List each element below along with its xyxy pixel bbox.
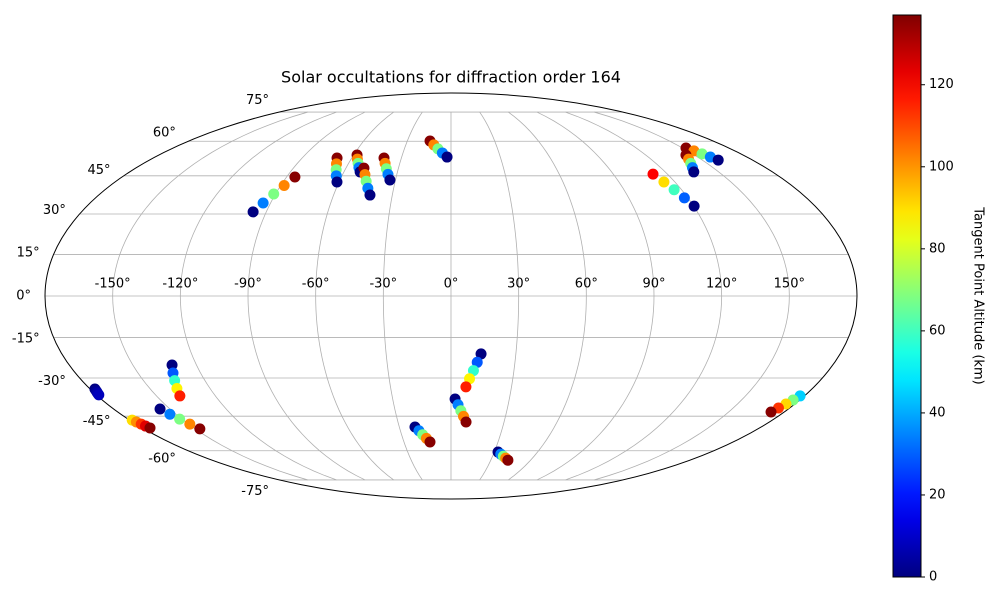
x-tick-label: 150° [774,277,805,292]
occultation-point [166,359,178,371]
occultation-point [257,197,269,209]
colorbar-label: Tangent Point Altitude (km) [971,206,986,384]
occultation-point [289,171,301,183]
grid-line [594,111,790,481]
occultation-point [460,416,472,428]
colorbar-tick-label: 80 [929,241,946,256]
occultation-point [441,151,453,163]
occultation-point [184,418,196,430]
occultation-point [164,408,176,420]
colorbar-tick-label: 20 [929,487,946,502]
occultation-point [93,389,105,401]
occultation-point [688,166,700,178]
occultation-point [144,422,156,434]
x-tick-label: -90° [234,277,262,292]
x-tick-label: 120° [706,277,737,292]
occultation-point [364,189,376,201]
x-tick-label: 90° [642,277,665,292]
occultation-point [475,348,487,360]
grid-line [565,111,723,481]
occultation-point [712,154,724,166]
occultation-point [384,174,396,186]
x-tick-label: -30° [369,277,397,292]
y-tick-label: 0° [16,289,31,304]
chart-title: Solar occultations for diffraction order… [281,68,621,87]
occultation-point [247,206,259,218]
y-tick-label: -60° [148,451,176,466]
occultation-point [174,413,186,425]
colorbar-tick-label: 100 [929,159,954,174]
x-tick-label: 60° [575,277,598,292]
colorbar-tick-label: 120 [929,77,954,92]
grid-line [315,111,394,481]
map-border [44,92,858,500]
grid-line [508,111,587,481]
grid-line [179,111,337,481]
occultation-point [174,390,186,402]
grid-line [536,111,655,481]
occultation-point [647,168,659,180]
colorbar-tick-label: 40 [929,405,946,420]
occultation-point [331,176,343,188]
y-tick-label: 60° [153,126,176,141]
occultation-point [678,192,690,204]
occultation-point [471,356,483,368]
occultation-point [154,403,166,415]
occultation-point [424,436,436,448]
occultation-point [658,176,670,188]
colorbar-tick-label: 60 [929,323,946,338]
occultation-point [668,184,680,196]
x-tick-label: -60° [302,277,330,292]
y-tick-label: 30° [43,203,66,218]
y-tick-label: 75° [246,93,269,108]
occultation-point [194,423,206,435]
colorbar-tick-label: 0 [929,570,937,585]
y-tick-label: -75° [241,484,269,499]
occultation-point [696,148,708,160]
grid-line [112,111,308,481]
y-tick-label: 15° [17,245,40,260]
occultation-point [467,365,479,377]
grid-line [479,111,520,481]
occultation-point [688,200,700,212]
x-tick-label: 0° [444,277,459,292]
occultation-point [502,454,514,466]
colorbar [892,14,922,578]
x-tick-label: -120° [162,277,198,292]
occultation-point [765,406,777,418]
x-tick-label: -150° [95,277,131,292]
occultation-point [278,179,290,191]
y-tick-label: -45° [83,414,111,429]
grid-line [247,111,366,481]
x-tick-label: 30° [507,277,530,292]
occultation-point [268,188,280,200]
y-tick-label: -15° [12,332,40,347]
y-tick-label: -30° [38,374,66,389]
y-tick-label: 45° [87,163,110,178]
occultation-point [460,381,472,393]
grid-line [382,111,423,481]
